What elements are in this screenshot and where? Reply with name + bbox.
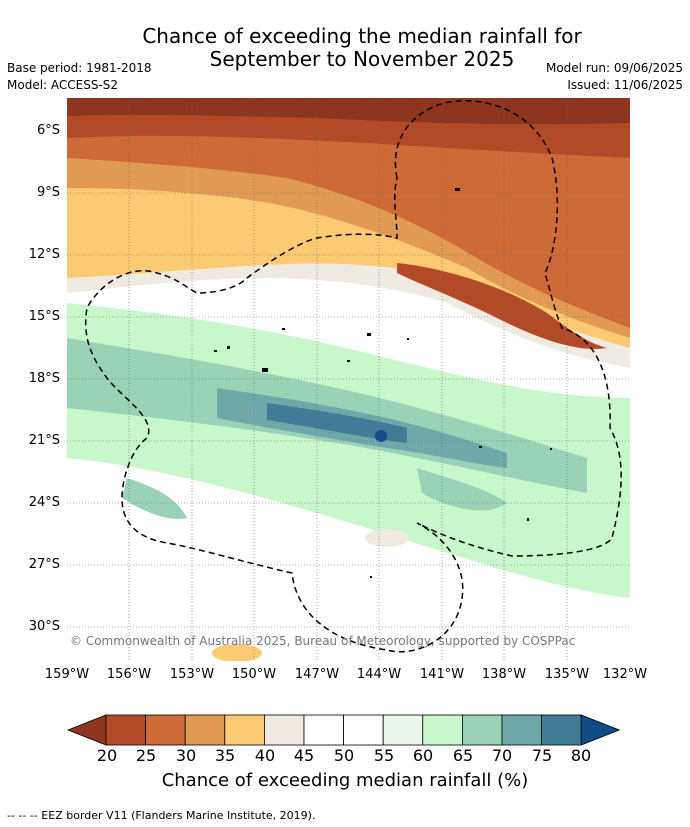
base-period: Base period: 1981-2018 [7, 61, 152, 75]
colorbar-swatch [184, 714, 226, 746]
colorbar-extend-high [580, 714, 621, 746]
lat-label: 9°S [36, 185, 60, 200]
lon-label: 147°W [294, 667, 340, 682]
colorbar-tick: 80 [570, 746, 592, 765]
lon-label: 138°W [481, 667, 527, 682]
colorbar-tick: 50 [333, 746, 355, 765]
lon-label: 144°W [356, 667, 402, 682]
colorbar-tick: 20 [96, 746, 118, 765]
lon-label: 150°W [231, 667, 277, 682]
lon-label: 153°W [169, 667, 215, 682]
lon-label: 141°W [419, 667, 465, 682]
colorbar-tick: 30 [175, 746, 197, 765]
colorbar-swatch [541, 714, 582, 746]
lat-label: 12°S [28, 247, 60, 262]
colorbar-tick: 65 [452, 746, 474, 765]
eez-legend-note: -- -- -- EEZ border V11 (Flanders Marine… [7, 809, 316, 822]
colorbar-swatch [501, 714, 542, 746]
rainfall-probability-map: © Commonwealth of Australia 2025, Bureau… [67, 98, 630, 661]
colorbar-swatch [343, 714, 384, 746]
colorbar [66, 714, 621, 746]
colorbar-swatch [263, 714, 305, 746]
lat-label: 27°S [28, 557, 60, 572]
model-name: Model: ACCESS-S2 [7, 78, 119, 92]
copyright-note: © Commonwealth of Australia 2025, Bureau… [70, 634, 575, 648]
issued-date: Issued: 11/06/2025 [567, 78, 683, 92]
colorbar-swatch [422, 714, 463, 746]
colorbar-title: Chance of exceeding median rainfall (%) [161, 770, 529, 791]
colorbar-swatch [105, 714, 146, 746]
colorbar-tick: 25 [135, 746, 157, 765]
lat-label: 15°S [28, 309, 60, 324]
colorbar-tick: 60 [412, 746, 434, 765]
lat-label: 30°S [28, 619, 60, 634]
colorbar-swatch [224, 714, 265, 746]
colorbar-swatch [461, 714, 503, 746]
lon-label: 135°W [544, 667, 590, 682]
colorbar-tick: 45 [293, 746, 315, 765]
lon-label: 159°W [44, 667, 90, 682]
colorbar-tick: 55 [373, 746, 395, 765]
colorbar-tick: 70 [491, 746, 513, 765]
map-title-line2: September to November 2025 [209, 47, 515, 71]
colorbar-swatch [382, 714, 424, 746]
colorbar-extend-low [66, 714, 107, 746]
map-title-line1: Chance of exceeding the median rainfall … [142, 24, 582, 48]
colorbar-swatch [145, 714, 186, 746]
lon-label: 132°W [602, 667, 648, 682]
lat-label: 24°S [28, 495, 60, 510]
lat-label: 18°S [28, 371, 60, 386]
lat-label: 21°S [28, 433, 60, 448]
colorbar-tick: 75 [531, 746, 553, 765]
lon-label: 156°W [106, 667, 152, 682]
colorbar-tick: 40 [254, 746, 276, 765]
colorbar-tick: 35 [214, 746, 236, 765]
model-run: Model run: 09/06/2025 [545, 61, 683, 75]
colorbar-swatch [303, 714, 344, 746]
lat-label: 6°S [36, 123, 60, 138]
